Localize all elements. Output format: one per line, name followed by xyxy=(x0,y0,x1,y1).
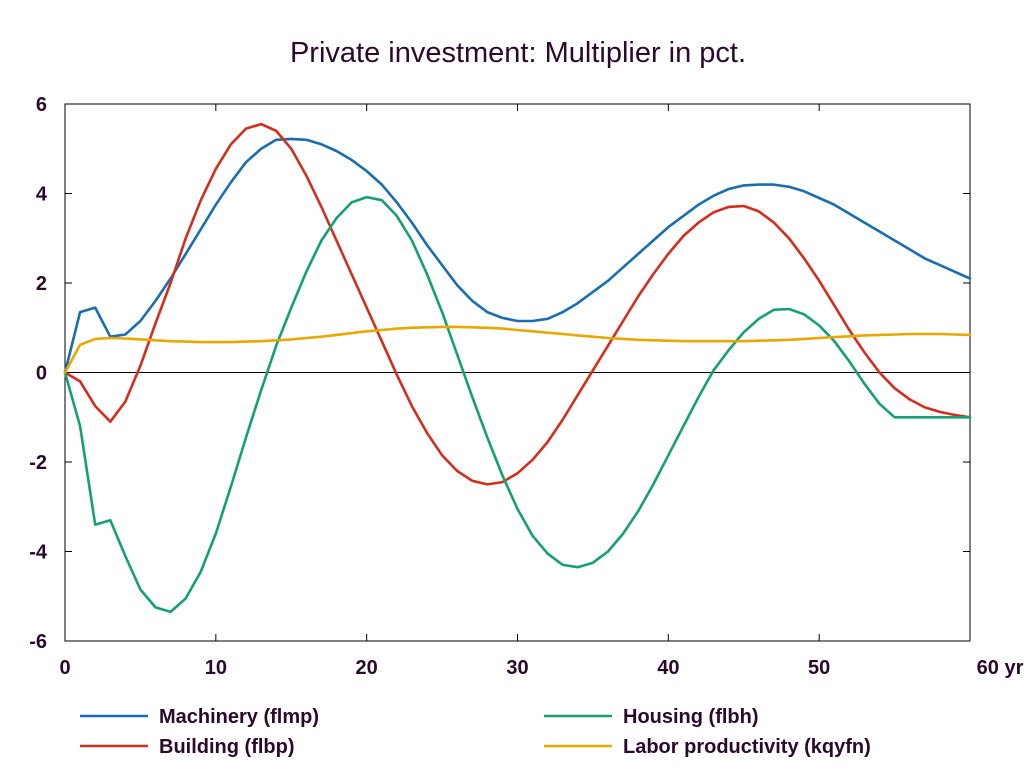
legend-label: Building (flbp) xyxy=(159,736,295,758)
chart-title: Private investment: Multiplier in pct. xyxy=(290,37,746,69)
y-tick-label: 2 xyxy=(36,273,47,295)
legend-label: Machinery (flmp) xyxy=(159,706,319,728)
y-axis-ticks: -6 -4 -2 0 2 4 6 xyxy=(29,94,970,653)
series-layer xyxy=(63,122,972,614)
x-tick-label: 10 xyxy=(205,657,227,679)
x-tick-label: 60 yr xyxy=(977,657,1024,679)
legend-item: Machinery (flmp) xyxy=(80,706,319,728)
x-tick-label: 0 xyxy=(59,657,70,679)
y-tick-label: 6 xyxy=(36,94,47,116)
x-tick-label: 20 xyxy=(356,657,378,679)
x-axis-ticks: 0 10 20 30 40 50 60 yr xyxy=(59,104,1024,679)
y-tick-label: -6 xyxy=(29,631,47,653)
y-tick-label: -2 xyxy=(29,452,47,474)
legend-label: Housing (flbh) xyxy=(623,706,759,728)
y-tick-label: 4 xyxy=(36,184,48,206)
x-tick-label: 30 xyxy=(506,657,528,679)
legend-item: Housing (flbh) xyxy=(544,706,759,728)
y-tick-label: -4 xyxy=(29,542,48,564)
legend-label: Labor productivity (kqyfn) xyxy=(623,736,871,758)
series-line-4 xyxy=(63,325,972,374)
series-line-3 xyxy=(63,195,972,614)
x-tick-label: 40 xyxy=(657,657,679,679)
x-tick-label: 50 xyxy=(808,657,830,679)
legend-item: Labor productivity (kqyfn) xyxy=(544,736,871,758)
series-line-1 xyxy=(63,137,972,374)
legend-item: Building (flbp) xyxy=(80,736,295,758)
series-line-2 xyxy=(63,122,972,486)
y-tick-label: 0 xyxy=(36,363,47,385)
legend: Machinery (flmp) Housing (flbh) Building (… xyxy=(80,706,871,758)
